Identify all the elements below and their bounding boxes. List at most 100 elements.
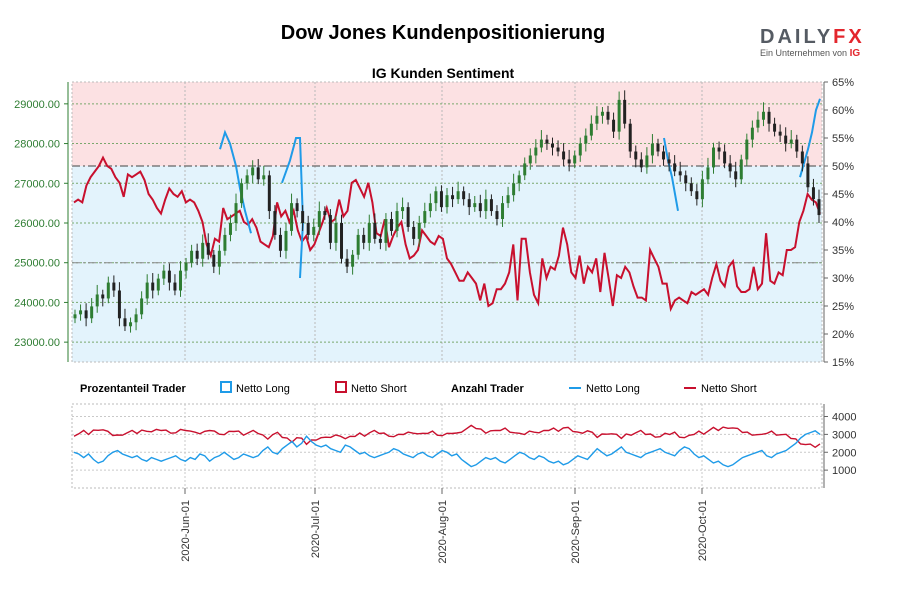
candle-body-32 <box>251 167 255 176</box>
candle-body-132 <box>806 163 810 188</box>
candle-body-73 <box>478 203 482 212</box>
candle-body-14 <box>151 282 155 291</box>
candle-body-26 <box>217 250 221 267</box>
candle-body-31 <box>245 175 249 184</box>
series-netto-short-count <box>73 424 821 449</box>
candle-body-80 <box>517 175 521 184</box>
candle-body-115 <box>712 147 716 168</box>
candle-body-39 <box>290 203 294 231</box>
candle-body-99 <box>623 99 627 124</box>
candle-body-11 <box>134 314 138 323</box>
candle-body-35 <box>267 175 271 212</box>
legend-long-box <box>220 381 232 393</box>
candle-body-94 <box>595 115 599 124</box>
candle-body-107 <box>667 159 671 164</box>
right-tick-label-1: 20% <box>832 329 854 341</box>
candle-body-77 <box>501 203 505 220</box>
candle-body-84 <box>539 139 543 148</box>
candle-body-59 <box>401 207 405 212</box>
series-netto-short-pct <box>73 155 821 313</box>
candle-body-41 <box>301 211 305 223</box>
candle-body-55 <box>378 238 382 243</box>
candle-body-61 <box>412 226 416 239</box>
sub-right-tick-label-3: 4000 <box>832 412 856 424</box>
right-tick-label-5: 40% <box>832 217 854 229</box>
chart-title: Dow Jones Kundenpositionierung <box>280 22 606 44</box>
candle-body-16 <box>162 270 166 279</box>
candle-body-90 <box>573 155 577 164</box>
candle-body-45 <box>323 211 327 216</box>
candle-body-97 <box>612 119 616 132</box>
candle-body-42 <box>306 222 310 235</box>
candle-body-93 <box>589 123 593 136</box>
left-tick-label-3: 26000.00 <box>14 218 60 230</box>
candle-body-88 <box>562 151 566 160</box>
candle-body-50 <box>351 254 355 267</box>
x-tick-label-2: 2020-Aug-01 <box>437 500 449 564</box>
candle-body-108 <box>673 163 677 172</box>
candle-body-103 <box>645 155 649 168</box>
candle-body-70 <box>462 191 466 200</box>
candle-body-81 <box>523 163 527 176</box>
candle-body-133 <box>811 187 815 200</box>
candle-body-5 <box>101 294 105 299</box>
candle-body-12 <box>140 298 144 315</box>
candle-body-68 <box>451 195 455 200</box>
right-tick-label-2: 25% <box>832 301 854 313</box>
candle-body-8 <box>117 290 121 319</box>
candle-body-19 <box>178 270 182 291</box>
candle-body-15 <box>156 278 160 291</box>
left-tick-label-6: 29000.00 <box>14 99 60 111</box>
legend-count-short-label: Netto Short <box>701 383 757 395</box>
candle-body-71 <box>467 199 471 208</box>
candle-body-122 <box>750 127 754 140</box>
candle-body-129 <box>789 139 793 144</box>
candle-body-49 <box>345 258 349 267</box>
candle-body-116 <box>717 147 721 152</box>
candle-body-17 <box>167 270 171 283</box>
left-tick-label-1: 24000.00 <box>14 297 60 309</box>
candle-body-13 <box>145 282 149 299</box>
x-tick-label-3: 2020-Sep-01 <box>570 500 582 564</box>
candle-body-120 <box>739 159 743 180</box>
logo-accent-text: FX <box>833 26 865 48</box>
main-plot: 23000.00 24000.00 25000.00 26000.00 27000.00… <box>14 77 854 369</box>
candle-body-76 <box>495 211 499 220</box>
candle-body-69 <box>456 191 460 200</box>
candle-body-111 <box>689 183 693 192</box>
legend-section-pct: Prozentanteil Trader <box>80 383 186 395</box>
candle-body-7 <box>112 282 116 291</box>
candle-body-105 <box>656 143 660 152</box>
candle-body-72 <box>473 203 477 208</box>
x-tick-label-1: 2020-Jul-01 <box>310 500 322 558</box>
candle-body-79 <box>512 183 516 196</box>
candle-body-126 <box>773 123 777 132</box>
candle-body-38 <box>284 230 288 251</box>
candle-body-117 <box>723 151 727 164</box>
count-plot: 1000 2000 3000 4000 <box>71 403 856 489</box>
candle-body-114 <box>706 167 710 180</box>
left-tick-label-4: 27000.00 <box>14 178 60 190</box>
candle-body-18 <box>173 282 177 291</box>
candle-body-65 <box>434 191 438 204</box>
x-axis: 2020-Jun-01 2020-Jul-01 2020-Aug-01 2020-Se… <box>180 488 709 564</box>
candle-body-89 <box>567 159 571 164</box>
candle-body-85 <box>545 139 549 144</box>
series-netto-long-pct-seg-0 <box>219 129 252 234</box>
candle-body-9 <box>123 318 127 327</box>
candle-body-67 <box>445 195 449 208</box>
candle-body-1 <box>79 310 83 315</box>
logo-sub-text: Ein Unternehmen von <box>760 48 848 58</box>
candle-body-27 <box>223 234 227 251</box>
x-tick-label-0: 2020-Jun-01 <box>180 500 192 562</box>
candle-body-23 <box>201 242 205 259</box>
series-netto-long-pct-seg-3 <box>799 98 821 178</box>
right-tick-label-8: 55% <box>832 133 854 145</box>
candle-body-78 <box>506 195 510 204</box>
candle-body-44 <box>317 211 321 227</box>
candle-body-118 <box>728 163 732 172</box>
candle-body-52 <box>362 234 366 243</box>
candle-body-128 <box>784 135 788 144</box>
candle-body-21 <box>190 250 194 263</box>
